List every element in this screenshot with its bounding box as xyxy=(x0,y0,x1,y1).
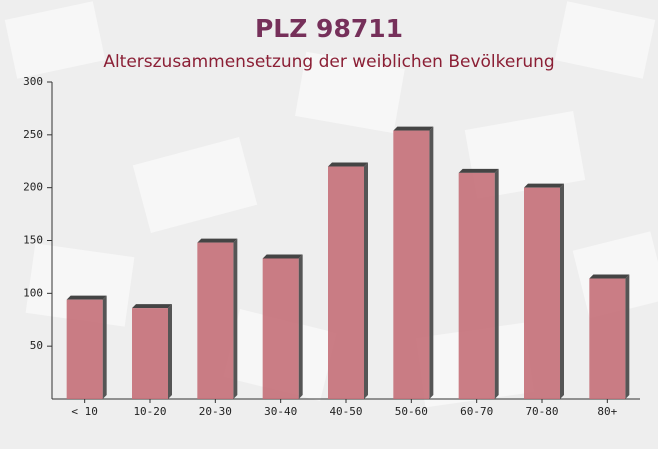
bar-side xyxy=(429,126,434,400)
bar-side xyxy=(494,168,499,399)
bar-top xyxy=(132,304,172,309)
x-tick-label: 50-60 xyxy=(395,405,428,418)
bar xyxy=(458,172,495,399)
x-tick-label: 70-80 xyxy=(525,405,558,418)
bar-top xyxy=(589,274,630,279)
bar xyxy=(589,278,626,399)
bar-side xyxy=(560,183,564,399)
y-tick-label: 150 xyxy=(23,234,43,247)
bar-side xyxy=(233,238,238,399)
bar-top xyxy=(262,254,303,259)
x-tick-label: 40-50 xyxy=(329,405,362,418)
bar-side xyxy=(625,274,630,399)
y-tick-label: 200 xyxy=(23,181,43,194)
x-tick-label: < 10 xyxy=(71,405,98,418)
bar-top xyxy=(66,295,107,300)
y-tick-label: 50 xyxy=(30,339,43,352)
bar-side xyxy=(364,162,368,399)
y-tick-label: 250 xyxy=(23,128,43,141)
bar-side xyxy=(102,295,107,399)
bar xyxy=(524,187,560,399)
x-tick-label: 30-40 xyxy=(264,405,297,418)
bar-top xyxy=(197,238,238,243)
y-tick-label: 300 xyxy=(23,75,43,88)
bar-side xyxy=(168,304,172,399)
bar xyxy=(66,299,103,399)
y-tick-label: 100 xyxy=(23,286,43,299)
x-tick-label: 10-20 xyxy=(133,405,166,418)
bar-side xyxy=(298,254,303,399)
chart-title: PLZ 98711 xyxy=(255,14,403,43)
bar xyxy=(328,166,364,399)
x-tick-label: 80+ xyxy=(597,405,617,418)
bar xyxy=(262,258,299,399)
bar-top xyxy=(524,183,564,188)
bar-top xyxy=(393,126,434,131)
x-tick-label: 20-30 xyxy=(199,405,232,418)
bar-top xyxy=(458,168,499,173)
bar xyxy=(197,242,234,399)
bar xyxy=(132,308,168,399)
chart-subtitle: Alterszusammensetzung der weiblichen Bev… xyxy=(103,52,554,72)
bar-top xyxy=(328,162,368,167)
bar xyxy=(393,130,430,399)
x-tick-label: 60-70 xyxy=(460,405,493,418)
